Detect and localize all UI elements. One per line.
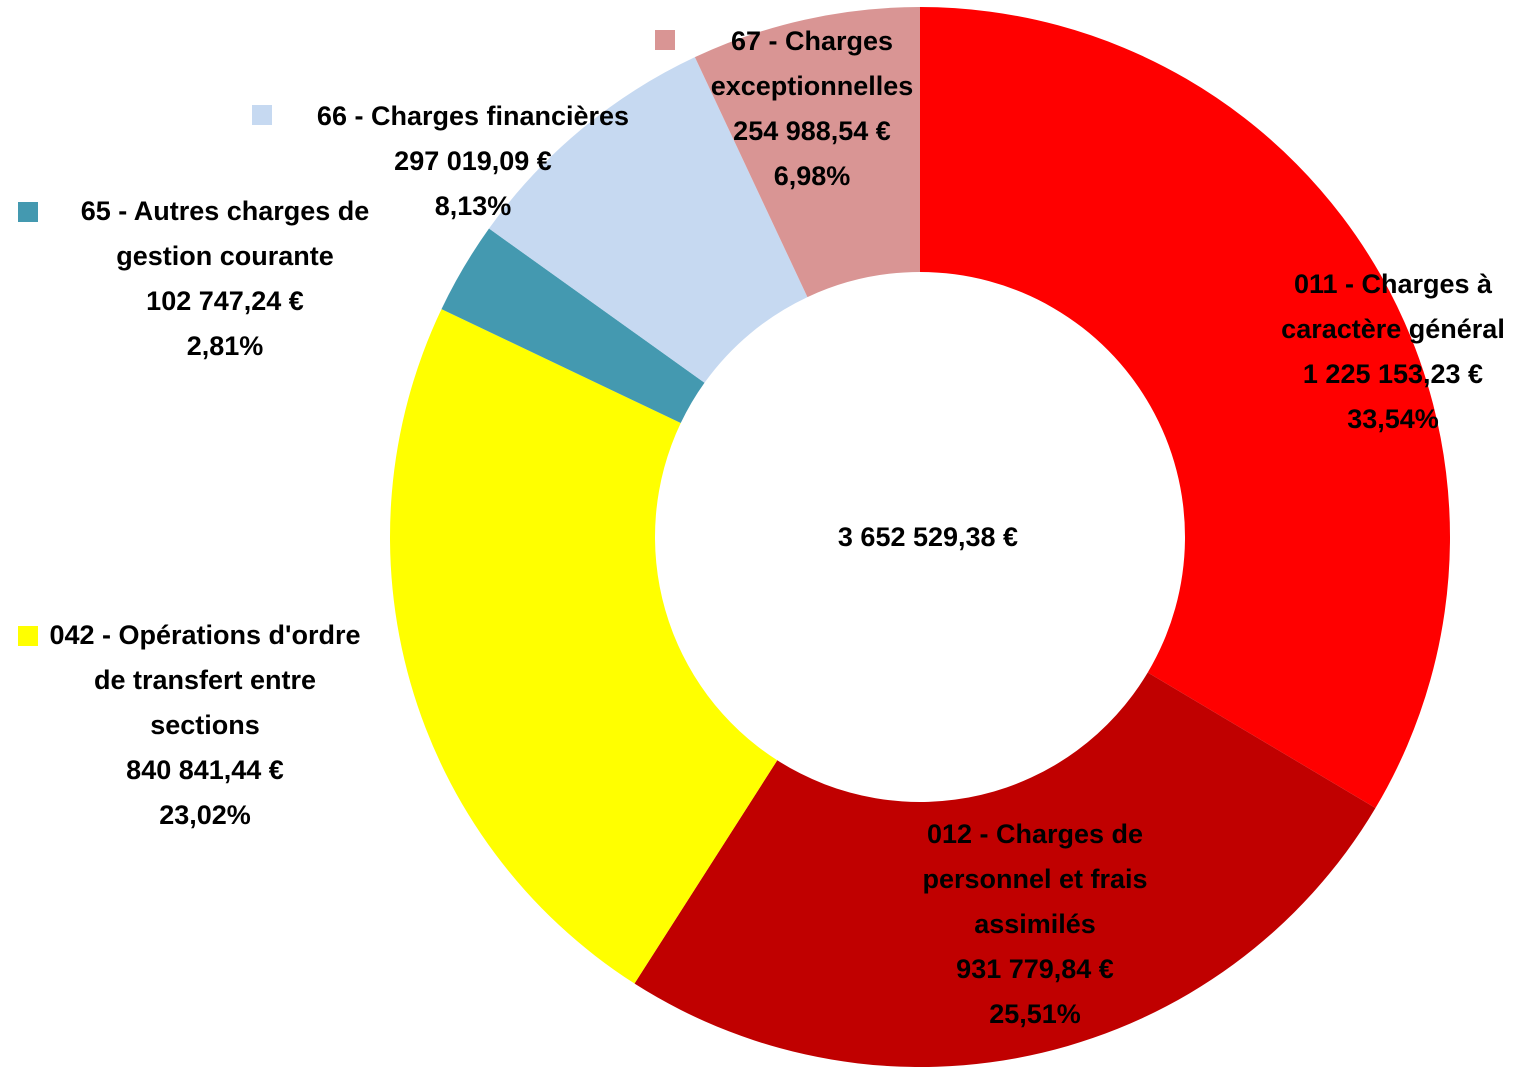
category-name: 012 - Charges de personnel et frais assi…	[922, 819, 1148, 939]
legend-key	[252, 105, 272, 125]
donut-slice	[389, 309, 778, 984]
legend-key	[18, 626, 38, 646]
slice-label: 65 - Autres charges de gestion courante 1…	[45, 189, 405, 369]
percent-label: 25,51%	[989, 999, 1081, 1029]
category-name: 042 - Opérations d'ordre de transfert en…	[49, 620, 361, 740]
percent-label: 6,98%	[773, 161, 851, 191]
percent-label: 23,02%	[159, 800, 251, 830]
percent-label: 33,54%	[1347, 404, 1439, 434]
legend-key	[18, 202, 38, 222]
slice-label: 011 - Charges à caractère général 1 225 1…	[1248, 262, 1535, 442]
donut-slice	[694, 7, 920, 298]
amount-label: 931 779,84 €	[956, 954, 1114, 984]
category-name: 67 - Charges exceptionnelles	[710, 26, 914, 101]
slice-label: 66 - Charges financières 297 019,09 € 8,13…	[278, 94, 668, 229]
percent-label: 2,81%	[186, 331, 264, 361]
donut-slice	[489, 57, 808, 383]
legend-key	[655, 30, 675, 50]
amount-label: 102 747,24 €	[146, 286, 304, 316]
percent-label: 8,13%	[434, 191, 512, 221]
slice-label: 042 - Opérations d'ordre de transfert en…	[40, 613, 370, 838]
donut-slice	[441, 228, 705, 424]
slice-label: 67 - Charges exceptionnelles 254 988,54 €…	[682, 19, 942, 199]
center-total: 3 652 529,38 €	[837, 522, 1019, 552]
category-name: 66 - Charges financières	[316, 101, 630, 131]
slice-label: 012 - Charges de personnel et frais assi…	[890, 812, 1180, 1037]
amount-label: 254 988,54 €	[733, 116, 891, 146]
amount-label: 297 019,09 €	[394, 146, 552, 176]
amount-label: 840 841,44 €	[126, 755, 284, 785]
donut-slice	[920, 7, 1451, 809]
donut-slice	[634, 672, 1376, 1067]
category-name: 65 - Autres charges de gestion courante	[80, 196, 370, 271]
category-name: 011 - Charges à caractère général	[1281, 269, 1505, 344]
amount-label: 1 225 153,23 €	[1302, 359, 1484, 389]
